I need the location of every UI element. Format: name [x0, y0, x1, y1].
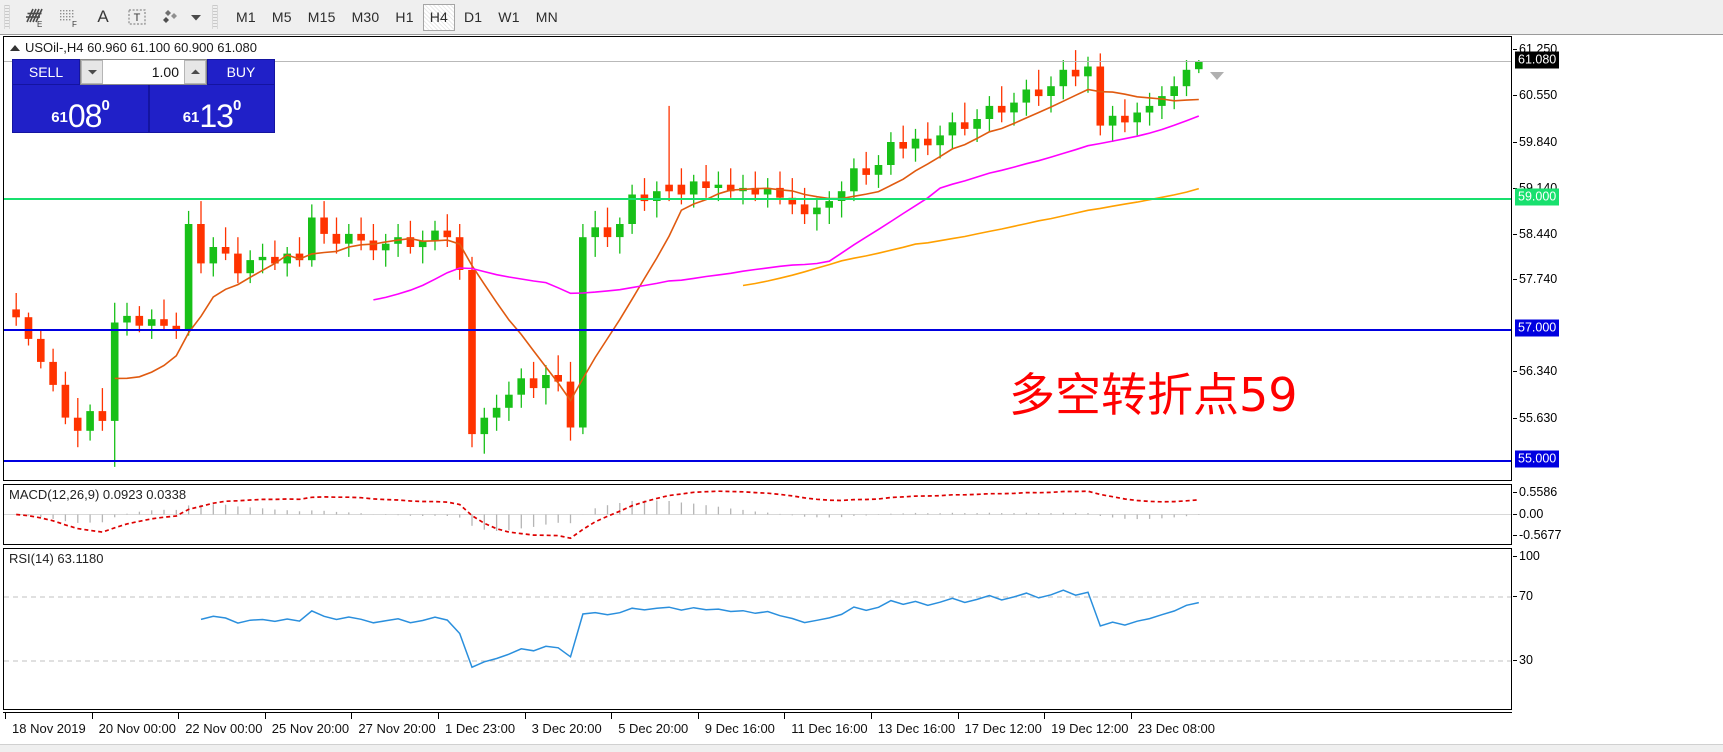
sell-price-big: 08 — [67, 98, 103, 134]
indicators-icon[interactable]: F — [52, 2, 86, 32]
price-tick: 58.440 — [1512, 226, 1558, 241]
macd-scale[interactable]: 0.5586 0.00 -0.5677 — [1512, 484, 1719, 545]
symbol-info-bar: USOil-,H4 60.960 61.100 60.900 61.080 — [10, 40, 257, 55]
buy-price-figure: 61 — [182, 109, 200, 126]
toolbar-grip[interactable] — [4, 5, 10, 29]
sell-price-figure: 61 — [51, 109, 68, 126]
timeframe-h4[interactable]: H4 — [422, 3, 455, 31]
time-tick: 20 Nov 00:00 — [91, 712, 176, 736]
timeframe-d1[interactable]: D1 — [464, 9, 483, 25]
time-tick: 19 Dec 12:00 — [1044, 712, 1129, 736]
buy-price-point: 0 — [232, 97, 242, 114]
candlestick-series — [12, 50, 1203, 467]
timeframe-m5[interactable]: M5 — [271, 9, 292, 25]
text-tool-icon[interactable]: A — [97, 7, 109, 26]
price-tick: 57.740 — [1512, 272, 1558, 287]
timeframe-m30[interactable]: M30 — [351, 9, 380, 25]
sell-button[interactable]: SELL — [12, 59, 80, 85]
volume-decrease-icon[interactable] — [81, 60, 103, 84]
hline-59[interactable] — [4, 197, 1511, 200]
chart-area: USOil-,H4 60.960 61.100 60.900 61.080 SE… — [0, 36, 1723, 752]
buy-price-big: 13 — [199, 98, 234, 134]
objects-dropdown-caret[interactable] — [188, 2, 204, 32]
hline-55[interactable] — [4, 460, 1511, 463]
current-price-badge: 61.080 — [1515, 51, 1560, 69]
price-pane[interactable]: USOil-,H4 60.960 61.100 60.900 61.080 SE… — [3, 36, 1512, 481]
macd-tick: 0.00 — [1512, 506, 1544, 521]
rsi-series — [4, 589, 1511, 669]
text-label-icon[interactable]: T — [120, 2, 154, 32]
rsi-scale[interactable]: 100 70 30 — [1513, 548, 1719, 710]
expert-advisors-icon[interactable]: E — [18, 2, 52, 32]
rsi-label: RSI(14) 63.1180 — [9, 551, 104, 566]
svg-text:E: E — [37, 20, 42, 28]
price-tick: 55.630 — [1512, 410, 1558, 425]
timeframe-grip[interactable] — [212, 5, 218, 29]
timeframe-m15[interactable]: M15 — [307, 9, 336, 25]
volume-increase-icon[interactable] — [184, 60, 206, 84]
price-tick: 59.840 — [1512, 134, 1558, 149]
time-tick: 18 Nov 2019 — [5, 712, 86, 736]
timeframe-w1[interactable]: W1 — [498, 9, 520, 25]
time-tick: 9 Dec 16:00 — [697, 712, 775, 736]
macd-pane[interactable]: MACD(12,26,9) 0.0923 0.0338 — [3, 484, 1512, 545]
hline-badge[interactable]: 57.000 — [1515, 319, 1560, 337]
buy-price-display[interactable]: 61 13 0 — [149, 85, 275, 133]
time-tick: 27 Nov 20:00 — [351, 712, 436, 736]
time-tick: 1 Dec 23:00 — [437, 712, 516, 736]
objects-icon[interactable] — [154, 2, 188, 32]
macd-tick: 0.5586 — [1512, 485, 1558, 499]
price-tick: 56.340 — [1512, 364, 1558, 379]
time-tick: 13 Dec 16:00 — [870, 712, 956, 736]
buy-button[interactable]: BUY — [207, 59, 275, 85]
volume-input[interactable]: 1.00 — [103, 60, 184, 84]
time-tick: 23 Dec 08:00 — [1130, 712, 1216, 736]
one-click-trading-panel[interactable]: SELL 1.00 BUY 61 08 — [12, 59, 275, 133]
rsi-tick: 30 — [1513, 653, 1533, 667]
timeframe-h1[interactable]: H1 — [395, 9, 414, 25]
chart-scroll-caret-icon[interactable] — [1210, 72, 1224, 80]
time-tick: 3 Dec 20:00 — [524, 712, 602, 736]
collapse-triangle-icon[interactable] — [10, 44, 20, 51]
rsi-tick: 70 — [1513, 589, 1533, 603]
macd-series — [4, 490, 1511, 540]
sell-price-display[interactable]: 61 08 0 — [12, 85, 149, 133]
sell-price-point: 0 — [101, 97, 110, 114]
timeframe-mn[interactable]: MN — [535, 9, 558, 25]
price-tick: 60.550 — [1512, 88, 1558, 103]
timeframe-group: M1 M5 M15 M30 H1 H4 D1 W1 MN — [228, 3, 566, 31]
rsi-tick: 100 — [1513, 549, 1540, 563]
time-tick: 11 Dec 16:00 — [784, 712, 868, 736]
current-price-line — [4, 61, 1511, 63]
svg-text:F: F — [72, 20, 77, 28]
hline-badge[interactable]: 55.000 — [1515, 450, 1560, 468]
hline-57[interactable] — [4, 329, 1511, 332]
toolbar-icon-group: E — [14, 0, 204, 35]
macd-tick: -0.5677 — [1512, 528, 1562, 542]
symbol-info-text: USOil-,H4 60.960 61.100 60.900 61.080 — [25, 40, 258, 55]
toolbar: E — [0, 0, 1723, 35]
volume-stepper[interactable]: 1.00 — [80, 59, 207, 85]
chart-annotation-text[interactable]: 多空转折点59 — [1009, 367, 1298, 422]
status-strip — [0, 744, 1723, 752]
price-scale[interactable]: 61.25060.55059.84059.14058.44057.74056.3… — [1512, 36, 1719, 481]
rsi-pane[interactable]: RSI(14) 63.1180 — [3, 548, 1512, 710]
time-tick: 22 Nov 00:00 — [178, 712, 263, 736]
time-tick: 25 Nov 20:00 — [264, 712, 350, 736]
svg-text:T: T — [134, 12, 141, 24]
time-tick: 5 Dec 20:00 — [611, 712, 689, 736]
time-tick: 17 Dec 12:00 — [957, 712, 1042, 736]
macd-label: MACD(12,26,9) 0.0923 0.0338 — [9, 487, 187, 502]
time-axis[interactable]: 18 Nov 2019 20 Nov 00:00 22 Nov 00:00 25 No… — [3, 712, 1512, 752]
timeframe-m1[interactable]: M1 — [236, 9, 256, 25]
hline-badge[interactable]: 59.000 — [1515, 188, 1560, 206]
